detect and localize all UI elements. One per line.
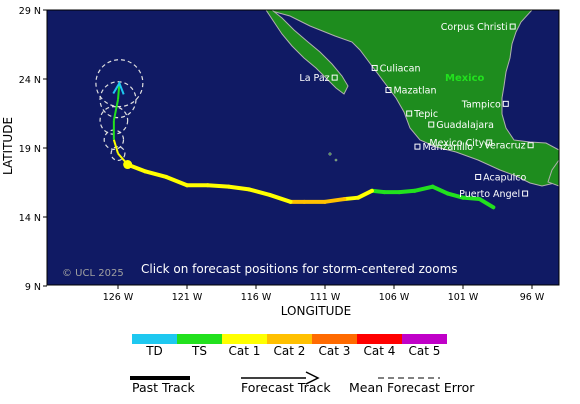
city-label: La Paz <box>299 73 329 84</box>
city-marker[interactable] <box>414 143 421 150</box>
city-label: Tampico <box>461 99 501 110</box>
lon-tick-label: 101 W <box>448 292 479 303</box>
lon-tick-label: 106 W <box>379 292 410 303</box>
x-axis-label: LONGITUDE <box>281 304 351 318</box>
lat-tick-label: 24 N <box>19 75 41 86</box>
lon-tick-label: 126 W <box>103 292 134 303</box>
category-swatch <box>357 334 402 344</box>
city-label: Veracruz <box>484 141 525 152</box>
storm-track <box>95 59 496 210</box>
click-hint: Click on forecast positions for storm-ce… <box>141 262 458 276</box>
city-marker[interactable] <box>371 64 378 71</box>
city-label: Culiacan <box>380 63 421 74</box>
past-track-segment <box>323 197 347 204</box>
lon-tick-label: 116 W <box>241 292 272 303</box>
island <box>334 158 338 162</box>
city-marker[interactable] <box>385 87 392 94</box>
past-track-segment <box>356 188 374 200</box>
city-label: Mexico City <box>429 138 484 149</box>
island <box>328 152 332 156</box>
forecast-error-circle[interactable] <box>95 59 144 108</box>
city-marker[interactable] <box>509 23 516 30</box>
city-marker[interactable] <box>522 190 529 197</box>
forecast-track-segment <box>117 83 121 100</box>
past-track-segment <box>477 197 496 210</box>
city-marker[interactable] <box>428 121 435 128</box>
city-marker[interactable] <box>486 139 493 146</box>
city-label: Puerto Angel <box>459 189 520 200</box>
past-track-segment <box>267 192 293 204</box>
past-track-segment <box>205 183 231 189</box>
forecast-error-circle[interactable] <box>110 146 126 162</box>
city-label: Mazatlan <box>393 86 436 97</box>
past-track-segment <box>461 195 482 202</box>
axis-ticks: 29 N 24 N 19 N 14 N 9 N 126 W 121 W 116 W 111 W 1… <box>19 6 545 303</box>
past-track-segment <box>164 174 189 188</box>
category-swatch <box>312 334 357 344</box>
city-label: Manzanillo <box>422 142 473 153</box>
past-track-segment <box>445 191 465 200</box>
past-track-segment <box>143 169 169 179</box>
city-label: Guadalajara <box>436 120 494 131</box>
category-colorbar <box>132 334 447 344</box>
lon-tick-label: 111 W <box>310 292 341 303</box>
category-swatch <box>132 334 177 344</box>
current-position-marker[interactable] <box>123 160 133 170</box>
lat-tick-label: 29 N <box>19 6 41 17</box>
past-track-segment <box>430 184 450 196</box>
city-marker[interactable] <box>331 74 338 81</box>
past-track-segment <box>412 184 435 193</box>
lon-tick-label: 121 W <box>172 292 203 303</box>
city-marker[interactable] <box>502 100 509 107</box>
city-markers: Corpus Christi Culiacan La Paz Mazatlan Tamp… <box>299 22 534 200</box>
yucatan-edge <box>547 159 559 187</box>
lon-tick-label: 96 W <box>520 292 545 303</box>
forecast-track-segment <box>112 139 119 154</box>
forecast-error-circle[interactable] <box>99 81 137 119</box>
category-swatch <box>402 334 447 344</box>
forecast-arrow-key-head <box>305 371 320 385</box>
category-swatch <box>177 334 222 344</box>
city-label: Acapulco <box>483 172 526 183</box>
lat-tick-label: 14 N <box>19 213 41 224</box>
past-track-segment <box>369 188 387 195</box>
copyright: © UCL 2025 <box>62 268 124 279</box>
past-track-segment <box>226 184 252 192</box>
forecast-arrow-head <box>112 80 125 95</box>
city-label: Tepic <box>413 109 438 120</box>
category-swatch <box>222 334 267 344</box>
city-label: Corpus Christi <box>441 22 508 33</box>
past-track-segment <box>342 195 361 202</box>
city-marker[interactable] <box>475 173 482 180</box>
lat-tick-label: 9 N <box>25 282 41 293</box>
city-marker[interactable] <box>406 110 413 117</box>
y-axis-label: LATITUDE <box>1 117 15 175</box>
past-track-segment <box>247 187 272 197</box>
city-marker[interactable] <box>527 142 534 149</box>
country-label: Mexico <box>445 73 485 84</box>
past-track-segment <box>397 188 417 195</box>
category-swatch <box>267 334 312 344</box>
lat-tick-label: 19 N <box>19 144 41 155</box>
forecast-track-segment <box>112 99 119 121</box>
baja-california-peninsula <box>265 10 349 95</box>
